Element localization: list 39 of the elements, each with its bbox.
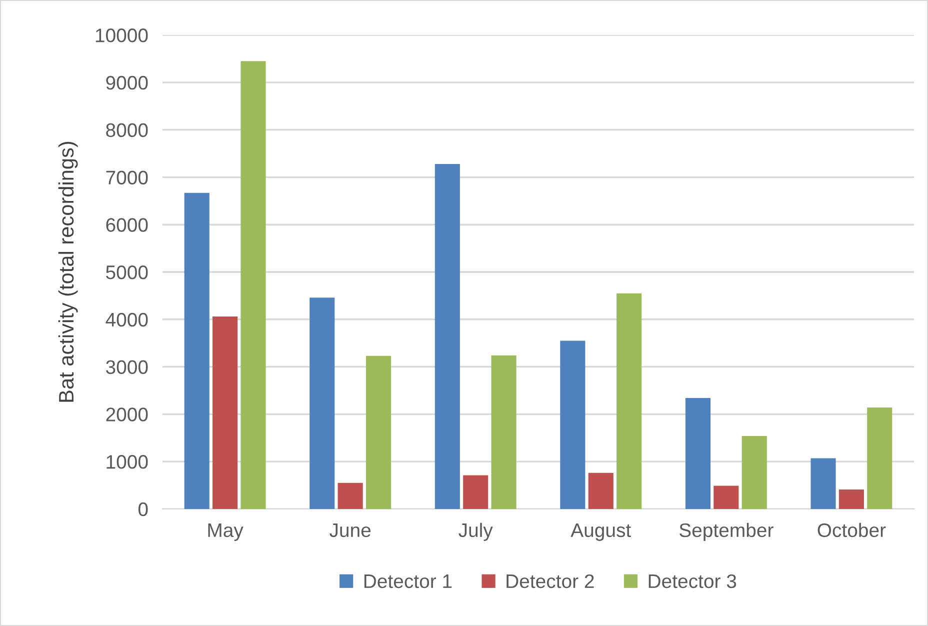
x-tick-label: July xyxy=(458,522,493,541)
y-tick-label: 4000 xyxy=(106,312,148,327)
legend-label: Detector 1 xyxy=(364,574,452,588)
bar xyxy=(338,482,363,509)
y-axis-title: Bat activity (total recordings) xyxy=(58,142,78,402)
legend-label: Detector 3 xyxy=(648,574,736,588)
x-tick-label: May xyxy=(208,524,244,541)
bar xyxy=(616,293,642,509)
bar xyxy=(742,436,767,509)
bar xyxy=(463,475,488,509)
legend-label: Detector 2 xyxy=(506,574,594,588)
bar xyxy=(240,61,266,509)
x-tick-label: August xyxy=(570,524,632,541)
x-tick-label: September xyxy=(679,522,774,541)
y-tick-label: 1000 xyxy=(106,455,148,469)
bar xyxy=(588,472,614,509)
y-tick-label: 6000 xyxy=(106,218,148,232)
bar xyxy=(685,398,710,509)
bar xyxy=(560,340,586,509)
y-tick-label: 10000 xyxy=(96,28,148,42)
x-tick-label: June xyxy=(330,524,371,538)
bar xyxy=(838,490,864,509)
y-tick-label: 5000 xyxy=(106,265,148,280)
y-tick-label: 3000 xyxy=(106,360,148,374)
bar xyxy=(310,298,335,509)
bar xyxy=(434,164,460,509)
bar xyxy=(184,192,210,509)
bar xyxy=(714,486,739,509)
bar xyxy=(491,355,516,509)
bar xyxy=(867,408,892,509)
y-tick-label: 7000 xyxy=(106,170,148,184)
y-tick-label: 8000 xyxy=(106,123,148,138)
bar xyxy=(366,356,392,509)
x-tick-label: October xyxy=(818,522,886,538)
bar xyxy=(810,458,836,509)
y-tick-label: 9000 xyxy=(106,76,148,90)
bar xyxy=(212,316,238,509)
y-tick-label: 2000 xyxy=(106,408,148,422)
y-tick-label: 0 xyxy=(138,502,148,516)
